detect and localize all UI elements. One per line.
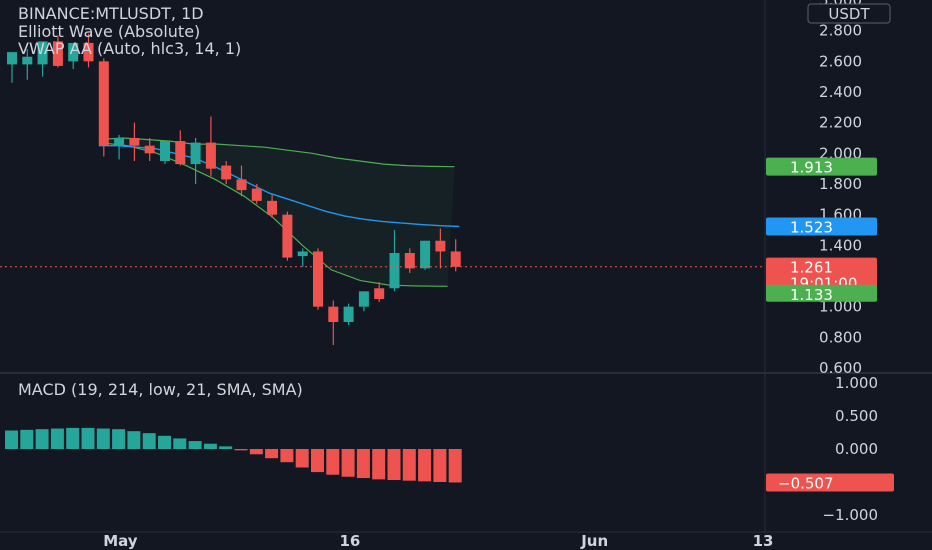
macd-histogram-bar xyxy=(203,443,217,449)
macd-tick-label: −1.000 xyxy=(822,506,878,524)
macd-histogram-bar xyxy=(5,430,18,449)
candle-body xyxy=(358,291,369,307)
price-tick-label: 2.800 xyxy=(819,22,862,40)
macd-histogram-bar xyxy=(372,449,386,480)
last-price-marker xyxy=(766,257,877,292)
macd-histogram-bar xyxy=(81,427,95,449)
macd-histogram-bar xyxy=(326,449,340,475)
candle-body xyxy=(160,141,170,161)
macd-histogram-bar xyxy=(433,449,447,482)
macd-histogram-bar xyxy=(127,431,141,449)
candle-body xyxy=(450,251,461,267)
macd-value-marker-label: −0.507 xyxy=(778,474,834,492)
time-tick-label: May xyxy=(103,532,138,550)
vwap-legend[interactable]: VWAP AA (Auto, hlc3, 14, 1) xyxy=(18,39,242,58)
candle-body xyxy=(144,145,155,154)
candle-body xyxy=(98,61,109,146)
candle-body xyxy=(374,288,385,299)
candle-body xyxy=(389,253,400,289)
lower-band-price-marker xyxy=(766,284,877,302)
candle-body xyxy=(221,165,232,180)
price-tick-label: 2.200 xyxy=(819,114,862,132)
candle-body xyxy=(83,42,94,62)
macd-histogram-bar xyxy=(280,449,294,463)
macd-tick-label: 1.000 xyxy=(835,374,878,392)
macd-histogram-bar xyxy=(295,449,309,468)
candle-body xyxy=(52,41,63,66)
candle-body xyxy=(313,251,323,307)
macd-histogram-bar xyxy=(402,449,416,481)
macd-histogram-bar xyxy=(265,449,279,459)
macd-histogram-bar xyxy=(112,429,126,449)
candle-body xyxy=(22,56,33,65)
candle-body xyxy=(404,253,415,269)
time-tick-label: 16 xyxy=(339,532,360,550)
price-tick-label: 1.400 xyxy=(819,236,862,254)
macd-histogram-bar xyxy=(20,429,34,449)
currency-badge-label: USDT xyxy=(828,5,870,23)
price-tick-label: 0.800 xyxy=(819,328,862,346)
candle-body xyxy=(236,179,247,191)
macd-histogram-bar xyxy=(173,438,187,449)
price-pane xyxy=(0,0,765,372)
candle-body xyxy=(435,240,446,252)
macd-tick-label: 0.500 xyxy=(835,407,878,425)
candle-body xyxy=(114,138,125,146)
macd-histogram-bar xyxy=(188,441,202,449)
candle-body xyxy=(328,306,339,322)
macd-histogram-bar xyxy=(142,433,156,449)
price-tick-label: 1.000 xyxy=(819,298,862,316)
macd-histogram-bar xyxy=(356,449,370,479)
macd-histogram-bar xyxy=(387,449,401,481)
currency-badge xyxy=(807,3,891,24)
price-tick-label: 2.400 xyxy=(819,83,862,101)
price-tick-label: 0.600 xyxy=(819,359,862,377)
macd-value-marker xyxy=(766,473,894,492)
macd-histogram-bar xyxy=(50,428,64,449)
candle-body xyxy=(190,142,201,165)
macd-legend[interactable]: MACD (19, 214, low, 21, SMA, SMA) xyxy=(18,380,303,399)
candle-body xyxy=(7,52,17,65)
candle-body xyxy=(251,188,262,201)
candle-body xyxy=(297,251,308,257)
macd-tick-label: 0.000 xyxy=(835,440,878,458)
macd-histogram-bar xyxy=(96,428,110,449)
time-tick-label: Jun xyxy=(580,532,608,550)
macd-histogram-bar xyxy=(418,449,432,482)
vwap-price-marker-label: 1.523 xyxy=(790,218,833,236)
symbol-legend[interactable]: BINANCE:MTLUSDT, 1D xyxy=(18,4,204,23)
upper-band-price-marker-label: 1.913 xyxy=(790,159,833,177)
price-tick-label: 1.800 xyxy=(819,175,862,193)
candle-body xyxy=(282,214,293,258)
macd-histogram-bar xyxy=(66,427,80,449)
price-tick-label: 2.600 xyxy=(819,52,862,70)
upper-band-price-marker xyxy=(766,157,877,176)
macd-histogram-bar xyxy=(234,449,248,451)
vwap-price-marker xyxy=(766,217,877,236)
macd-histogram-bar xyxy=(341,449,355,477)
candle-body xyxy=(205,142,216,169)
macd-histogram-bar xyxy=(219,446,233,449)
macd-histogram-bar xyxy=(311,449,324,473)
elliott-wave-legend[interactable]: Elliott Wave (Absolute) xyxy=(18,22,201,41)
macd-histogram-bar xyxy=(158,435,171,449)
candle-body xyxy=(37,41,48,65)
time-tick-label: 13 xyxy=(753,532,774,550)
candle-body xyxy=(175,141,186,165)
macd-histogram-bar xyxy=(249,449,263,455)
candle-body xyxy=(267,200,278,215)
lower-band-price-marker-label: 1.133 xyxy=(790,286,833,304)
candle-body xyxy=(68,42,79,62)
macd-histogram-bar xyxy=(35,429,49,449)
candle-body xyxy=(420,240,431,269)
last-price-marker-label: 1.261 xyxy=(790,259,833,277)
vwap-upper-band-line xyxy=(98,137,455,168)
macd-histogram-bar xyxy=(448,449,462,483)
vwap-line xyxy=(98,145,460,228)
candle-body xyxy=(129,138,140,146)
candle-body xyxy=(343,306,354,322)
